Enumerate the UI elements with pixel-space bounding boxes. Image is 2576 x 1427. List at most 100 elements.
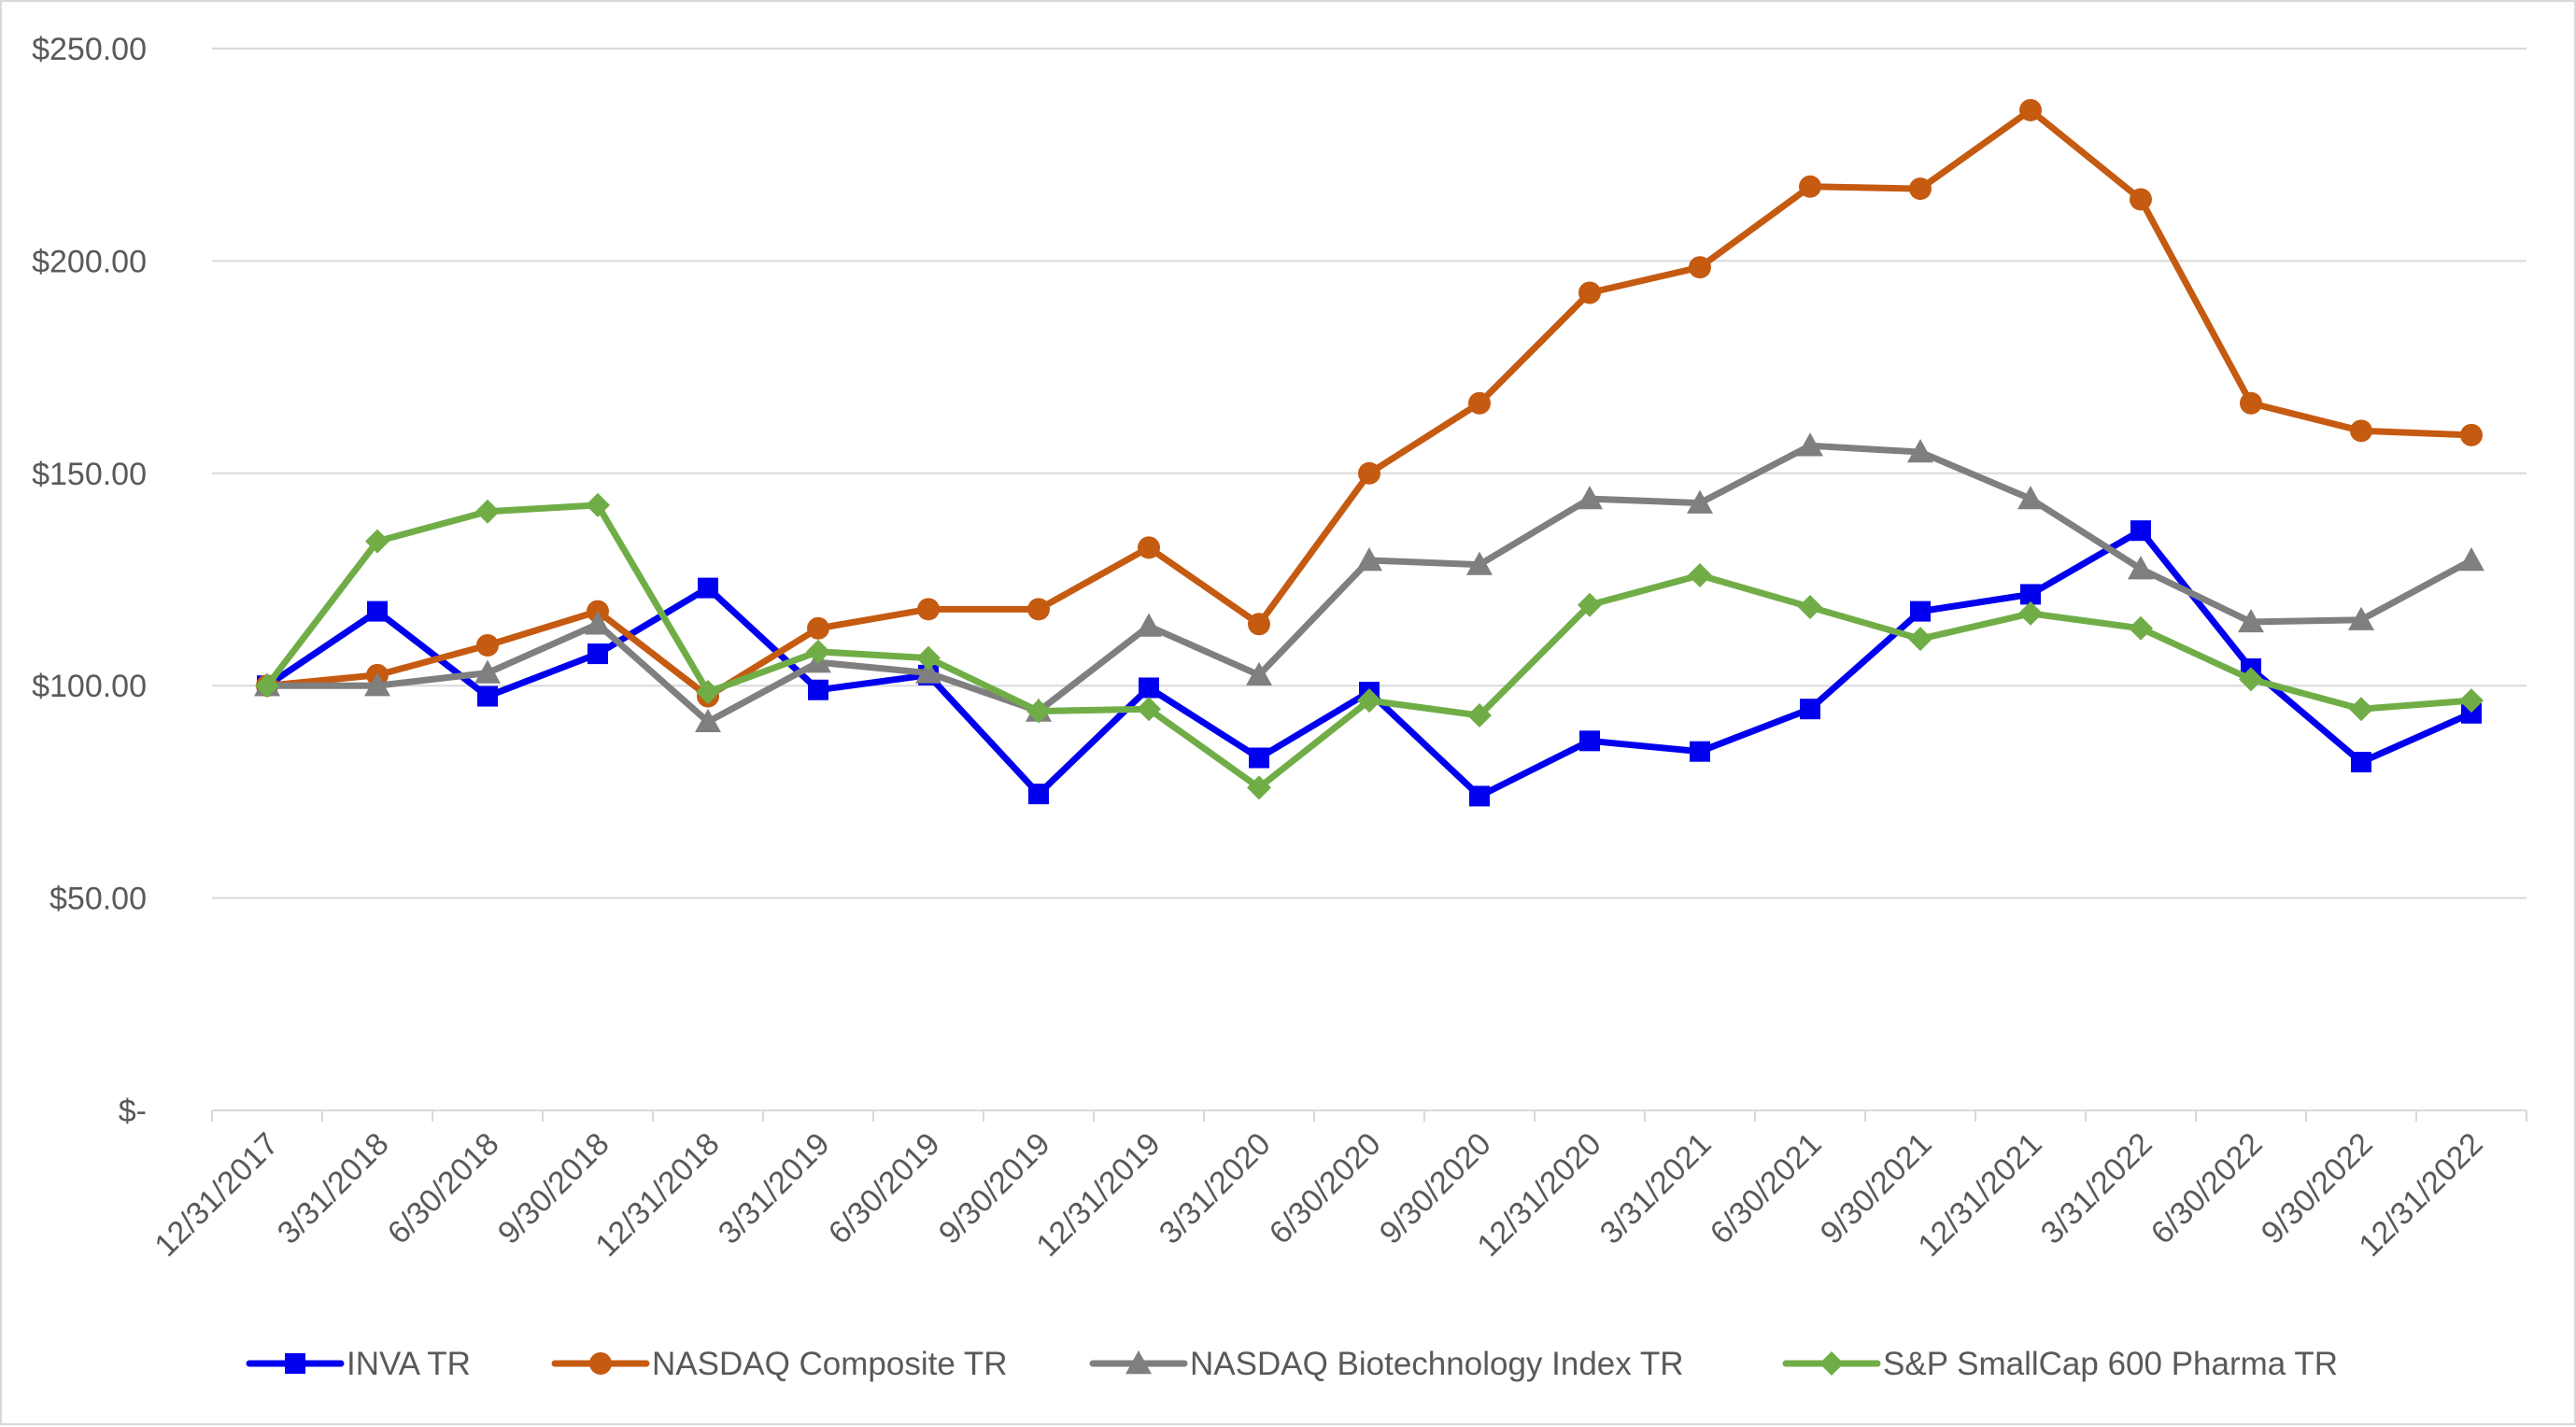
data-point xyxy=(1247,775,1271,800)
data-point xyxy=(1578,281,1601,304)
legend-label: NASDAQ Biotechnology Index TR xyxy=(1190,1346,1684,1382)
data-point xyxy=(1798,595,1822,620)
legend-label: NASDAQ Composite TR xyxy=(652,1346,1008,1382)
y-axis: $- $50.00 $100.00 $150.00 $200.00 $250.00 xyxy=(32,32,147,1129)
y-tick-label: $150.00 xyxy=(32,457,147,492)
data-point xyxy=(917,598,940,621)
data-point xyxy=(1468,391,1491,415)
x-tick-label: 6/30/2018 xyxy=(381,1126,506,1251)
data-point xyxy=(696,680,720,705)
data-point xyxy=(2461,702,2482,724)
legend-label: INVA TR xyxy=(347,1346,471,1382)
data-point xyxy=(1689,256,1711,279)
data-point xyxy=(1137,697,1161,722)
data-point xyxy=(2349,697,2373,722)
data-point xyxy=(475,499,500,524)
data-point xyxy=(915,659,941,684)
data-point xyxy=(2129,615,2153,641)
legend-item: S&P SmallCap 600 Pharma TR xyxy=(1782,1346,2338,1382)
y-tick-label: $100.00 xyxy=(32,669,147,704)
data-point xyxy=(2130,520,2151,542)
data-point xyxy=(1138,536,1160,559)
data-point xyxy=(2348,606,2374,630)
data-point xyxy=(2458,547,2484,572)
x-tick-label: 6/30/2022 xyxy=(2144,1126,2270,1251)
x-tick-label: 6/30/2020 xyxy=(1263,1126,1388,1251)
series-line xyxy=(263,442,2475,726)
data-point xyxy=(2017,486,2044,510)
x-tick-label: 3/31/2019 xyxy=(712,1126,837,1251)
data-point xyxy=(2460,423,2483,446)
data-point xyxy=(1578,592,1602,617)
data-point xyxy=(1688,562,1712,587)
y-tick-label: $50.00 xyxy=(50,882,147,917)
data-point xyxy=(807,616,829,640)
data-point xyxy=(1139,677,1159,699)
y-tick-label: $- xyxy=(119,1094,147,1129)
legend-marker xyxy=(285,1353,305,1374)
data-point xyxy=(2351,752,2371,773)
data-point xyxy=(2020,584,2041,605)
legend: INVA TR NASDAQ Composite TR NASDAQ Biotech… xyxy=(246,1346,2338,1382)
data-point xyxy=(1466,551,1493,575)
data-point xyxy=(474,659,501,684)
data-point xyxy=(2238,608,2264,633)
series-sandp-smallcap-600-pharma-tr xyxy=(255,492,2484,800)
data-point xyxy=(1690,741,1710,762)
x-tick-label: 3/31/2020 xyxy=(1153,1126,1278,1251)
legend-label: S&P SmallCap 600 Pharma TR xyxy=(1883,1346,2338,1382)
x-tick-label: 6/30/2019 xyxy=(822,1126,947,1251)
data-point xyxy=(1910,600,1931,622)
data-point xyxy=(1358,461,1380,485)
legend-marker xyxy=(589,1352,612,1375)
data-point xyxy=(477,685,498,707)
data-point xyxy=(2239,667,2263,692)
data-point xyxy=(367,600,388,622)
data-point xyxy=(2128,556,2154,580)
x-tick-label: 3/31/2018 xyxy=(271,1126,396,1251)
data-point xyxy=(364,672,390,697)
legend-item: INVA TR xyxy=(246,1346,471,1382)
data-point xyxy=(586,492,610,517)
x-tick-label: 6/30/2021 xyxy=(1704,1126,1829,1251)
data-point xyxy=(2240,391,2262,415)
legend-item: NASDAQ Biotechnology Index TR xyxy=(1089,1346,1684,1382)
data-point xyxy=(695,708,721,733)
data-point xyxy=(916,645,941,671)
y-tick-label: $200.00 xyxy=(32,244,147,279)
data-point xyxy=(1028,784,1049,805)
data-point xyxy=(1249,747,1269,769)
data-point xyxy=(1909,177,1932,201)
x-tick-label: 12/31/2017 xyxy=(148,1126,285,1264)
x-tick-label: 3/31/2022 xyxy=(2034,1126,2159,1251)
data-point xyxy=(255,673,279,699)
data-point xyxy=(1469,785,1490,807)
data-point xyxy=(806,639,830,664)
data-point xyxy=(2018,600,2043,626)
data-point xyxy=(1357,688,1381,714)
data-point xyxy=(1800,699,1820,720)
data-point xyxy=(585,611,611,635)
data-point xyxy=(1579,730,1600,752)
data-point xyxy=(1797,432,1823,457)
data-point xyxy=(1467,703,1492,728)
data-point xyxy=(1246,661,1272,686)
data-point xyxy=(1577,486,1603,510)
y-tick-label: $250.00 xyxy=(32,32,147,67)
data-point xyxy=(2130,188,2152,211)
data-point xyxy=(1908,627,1932,652)
x-tick-label: 3/31/2021 xyxy=(1593,1126,1719,1251)
data-point xyxy=(808,679,828,700)
data-point xyxy=(476,633,499,657)
data-point xyxy=(365,529,389,554)
data-point xyxy=(1907,439,1933,463)
data-point xyxy=(1027,598,1050,621)
data-point xyxy=(2019,98,2042,121)
data-point xyxy=(2350,419,2372,443)
data-point xyxy=(1799,175,1821,198)
data-point xyxy=(1356,547,1382,572)
legend-marker xyxy=(1819,1351,1844,1376)
series-nasdaq-composite-tr xyxy=(256,98,2483,708)
data-point xyxy=(698,577,718,599)
